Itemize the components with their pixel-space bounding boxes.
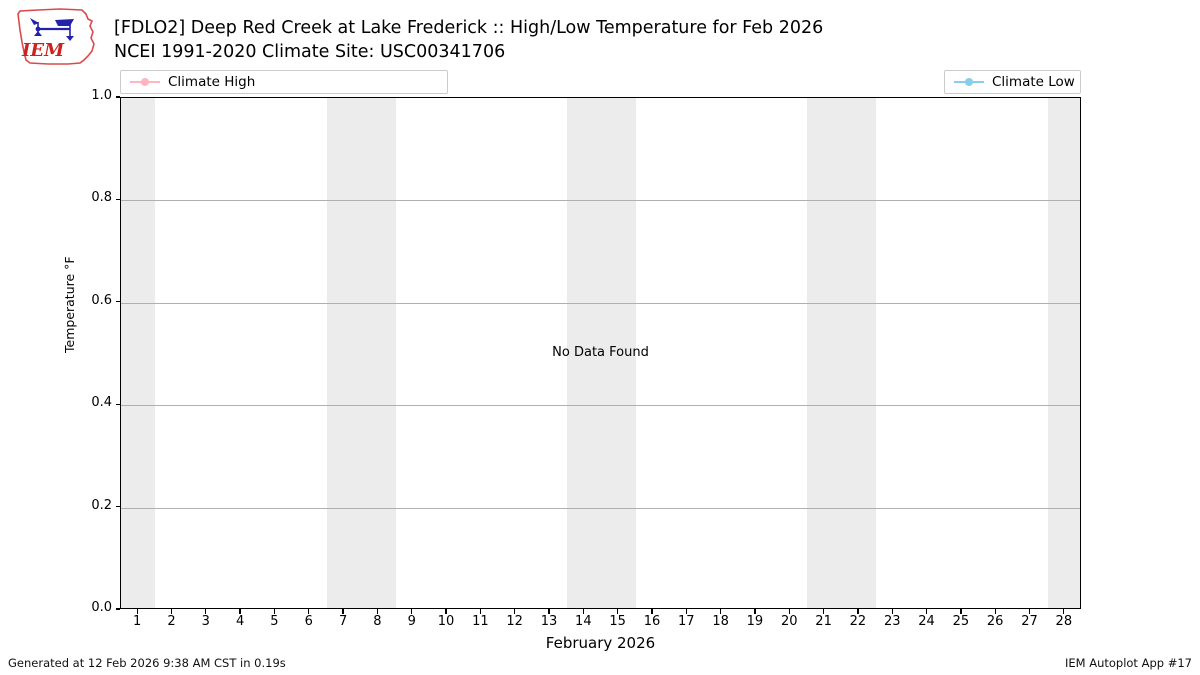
- plot-area[interactable]: No Data Found: [120, 97, 1081, 609]
- x-tick-label: 6: [304, 614, 313, 629]
- y-tick-label: 0.0: [91, 600, 112, 615]
- y-axis-label: Temperature °F: [62, 256, 77, 353]
- x-tick-mark: [170, 609, 173, 614]
- x-tick-mark: [514, 609, 516, 614]
- y-tick-label: 0.8: [91, 190, 112, 206]
- x-tick-mark: [582, 609, 584, 614]
- x-tick-label: 4: [235, 614, 245, 629]
- x-tick-label: 23: [883, 614, 901, 629]
- x-tick-mark: [1063, 609, 1065, 614]
- x-tick-label: 16: [643, 614, 661, 629]
- x-tick-label: 2: [167, 614, 176, 629]
- x-tick-mark: [617, 609, 619, 614]
- x-tick-mark: [857, 609, 859, 614]
- x-tick-mark: [239, 609, 241, 614]
- grid-line: [121, 200, 1080, 202]
- legend-swatch-climate-low: [954, 76, 984, 88]
- x-tick-mark: [342, 609, 344, 614]
- shading-band: [1047, 98, 1080, 608]
- x-tick-label: 9: [407, 614, 416, 629]
- y-tick-mark: [115, 505, 120, 508]
- x-tick-mark: [719, 609, 722, 614]
- x-tick-label: 13: [540, 614, 558, 629]
- x-tick-mark: [788, 609, 790, 614]
- legend-swatch-climate-high: [130, 76, 160, 88]
- x-tick-mark: [445, 609, 447, 614]
- x-tick-mark: [548, 609, 550, 614]
- y-tick-label: 0.6: [91, 292, 112, 308]
- y-tick-label: 1.0: [91, 88, 112, 103]
- x-tick-mark: [479, 609, 482, 614]
- grid-line: [121, 507, 1080, 509]
- y-tick-mark: [115, 198, 120, 201]
- x-tick-mark: [376, 609, 379, 614]
- shading-band: [121, 98, 156, 608]
- y-tick-mark: [115, 96, 120, 98]
- footer-app-text: IEM Autoplot App #17: [1064, 656, 1192, 670]
- shading-band: [567, 98, 636, 608]
- legend-label-climate-high: Climate High: [168, 74, 256, 90]
- x-tick-label: 21: [815, 614, 832, 629]
- y-tick-mark: [115, 608, 120, 610]
- legend-label-climate-low: Climate Low: [992, 74, 1075, 90]
- grid-line: [121, 302, 1080, 304]
- y-tick-label: 0.4: [91, 395, 112, 411]
- x-tick-label: 14: [575, 614, 592, 629]
- x-tick-label: 7: [338, 614, 348, 629]
- x-tick-mark: [205, 609, 207, 614]
- x-tick-label: 10: [437, 614, 455, 629]
- x-tick-label: 27: [1021, 614, 1038, 629]
- grid-line: [121, 405, 1080, 407]
- shading-band: [326, 98, 396, 608]
- x-tick-label: 25: [952, 614, 970, 629]
- no-data-message: No Data Found: [552, 345, 649, 360]
- x-tick-mark: [136, 609, 138, 614]
- x-tick-mark: [994, 609, 996, 614]
- x-tick-label: 17: [678, 614, 695, 629]
- legend-climate-low[interactable]: Climate Low: [944, 70, 1081, 94]
- x-tick-label: 22: [849, 614, 867, 629]
- x-tick-label: 1: [133, 614, 142, 629]
- chart-title-line-2: NCEI 1991-2020 Climate Site: USC00341706: [114, 42, 506, 62]
- x-tick-label: 28: [1055, 614, 1073, 629]
- x-tick-mark: [651, 609, 653, 614]
- shading-band: [807, 98, 877, 608]
- x-tick-label: 18: [712, 614, 729, 629]
- x-tick-label: 15: [609, 614, 626, 629]
- legend-climate-high[interactable]: Climate High: [120, 70, 448, 94]
- iem-logo-svg: IEM: [17, 8, 95, 65]
- x-tick-label: 12: [506, 614, 523, 629]
- y-tick-label: 0.2: [91, 497, 112, 513]
- x-tick-mark: [1028, 609, 1031, 614]
- x-tick-mark: [411, 609, 413, 614]
- x-tick-label: 8: [373, 614, 382, 629]
- x-tick-mark: [925, 609, 928, 614]
- x-tick-label: 24: [918, 614, 935, 629]
- chart-title: [FDLO2] Deep Red Creek at Lake Frederick…: [114, 16, 1074, 64]
- x-tick-mark: [685, 609, 687, 614]
- x-tick-mark: [960, 609, 962, 614]
- x-tick-mark: [891, 609, 893, 614]
- iem-logo[interactable]: IEM: [8, 6, 104, 68]
- x-tick-label: 3: [201, 614, 210, 629]
- x-tick-label: 19: [746, 614, 764, 629]
- x-tick-mark: [273, 609, 276, 614]
- chart-title-line-1: [FDLO2] Deep Red Creek at Lake Frederick…: [114, 18, 824, 38]
- x-tick-label: 11: [472, 614, 489, 629]
- x-tick-label: 20: [780, 614, 798, 629]
- x-tick-mark: [754, 609, 756, 614]
- x-tick-mark: [308, 609, 310, 614]
- x-tick-label: 5: [270, 614, 279, 629]
- x-tick-label: 26: [986, 614, 1004, 629]
- footer-generated-text: Generated at 12 Feb 2026 9:38 AM CST in …: [8, 656, 286, 670]
- iem-wordmark: IEM: [21, 40, 65, 61]
- y-tick-mark: [115, 403, 120, 405]
- x-tick-mark: [822, 609, 825, 614]
- x-axis-label: February 2026: [545, 634, 656, 652]
- y-tick-mark: [115, 301, 120, 303]
